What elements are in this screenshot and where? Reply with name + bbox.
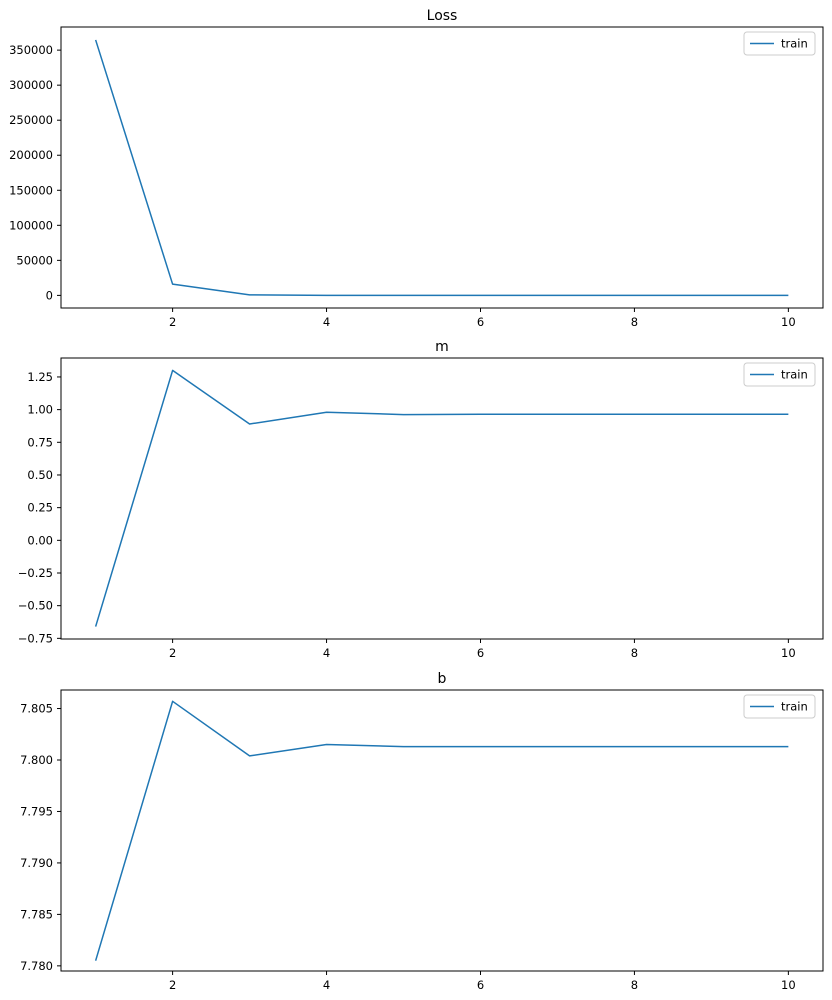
x-tick-label: 6 xyxy=(477,646,484,660)
chart-title: m xyxy=(435,339,449,355)
legend-box xyxy=(743,694,816,719)
chart-title: Loss xyxy=(427,8,458,24)
x-tick-label: 2 xyxy=(169,978,176,992)
y-tick-label: 250000 xyxy=(9,113,53,127)
x-tick-label: 8 xyxy=(631,978,638,992)
y-tick-label: 150000 xyxy=(9,183,53,197)
axes-frame xyxy=(60,689,824,972)
x-tick-label: 4 xyxy=(323,315,330,329)
y-tick-label: 7.795 xyxy=(20,804,53,818)
x-tick-label: 8 xyxy=(631,646,638,660)
x-tick-label: 2 xyxy=(169,646,176,660)
y-tick-label: 300000 xyxy=(9,78,53,92)
y-tick-label: 7.800 xyxy=(20,753,53,767)
legend: train xyxy=(743,31,816,56)
legend-label: train xyxy=(781,700,808,714)
series-line-train xyxy=(94,369,789,627)
y-tick-label: 0.75 xyxy=(27,435,53,449)
chart-title: b xyxy=(438,671,447,687)
x-tick-label: 10 xyxy=(781,315,796,329)
x-tick-label: 6 xyxy=(477,978,484,992)
x-tick-label: 2 xyxy=(169,315,176,329)
x-tick-label: 10 xyxy=(781,978,796,992)
y-tick-label: −0.25 xyxy=(18,566,53,580)
chart-panel-3: b 2 4 6 8 10 7.780 7.785 7.790 7.795 7.800 7.805 tra… xyxy=(20,671,824,992)
y-tick-label: 1.25 xyxy=(27,370,53,384)
chart-panel-1: Loss 2 4 6 8 10 0 50000 100000 150000 200000 250000… xyxy=(9,8,824,329)
y-tick-label: 1.00 xyxy=(27,403,53,417)
y-tick-label: 7.805 xyxy=(20,702,53,716)
legend-label: train xyxy=(781,368,808,382)
x-tick-label: 4 xyxy=(323,978,330,992)
legend-box xyxy=(743,362,816,387)
y-tick-label: 200000 xyxy=(9,148,53,162)
x-tick-label: 8 xyxy=(631,315,638,329)
series-line-train xyxy=(94,700,789,961)
legend-label: train xyxy=(781,37,808,51)
y-tick-label: 7.785 xyxy=(20,907,53,921)
series-line-train xyxy=(94,39,789,297)
y-tick-label: 0 xyxy=(46,288,53,302)
axes-frame xyxy=(60,357,824,640)
chart-panel-2: m 2 4 6 8 10 −0.75 −0.50 −0.25 0.00 0.25 0.50 0.75 1.… xyxy=(18,339,824,660)
x-tick-label: 6 xyxy=(477,315,484,329)
y-tick-label: 0.25 xyxy=(27,501,53,515)
y-tick-label: −0.50 xyxy=(18,599,53,613)
y-tick-label: 50000 xyxy=(16,253,53,267)
axes-frame xyxy=(60,26,824,309)
y-tick-label: 0.00 xyxy=(27,533,53,547)
y-tick-label: 7.790 xyxy=(20,856,53,870)
y-tick-label: 0.50 xyxy=(27,468,53,482)
y-tick-label: 100000 xyxy=(9,218,53,232)
y-tick-label: 350000 xyxy=(9,43,53,57)
y-tick-label: −0.75 xyxy=(18,631,53,645)
y-tick-label: 7.780 xyxy=(20,959,53,973)
x-tick-label: 4 xyxy=(323,646,330,660)
legend-box xyxy=(743,31,816,56)
x-tick-label: 10 xyxy=(781,646,796,660)
legend: train xyxy=(743,362,816,387)
legend: train xyxy=(743,694,816,719)
